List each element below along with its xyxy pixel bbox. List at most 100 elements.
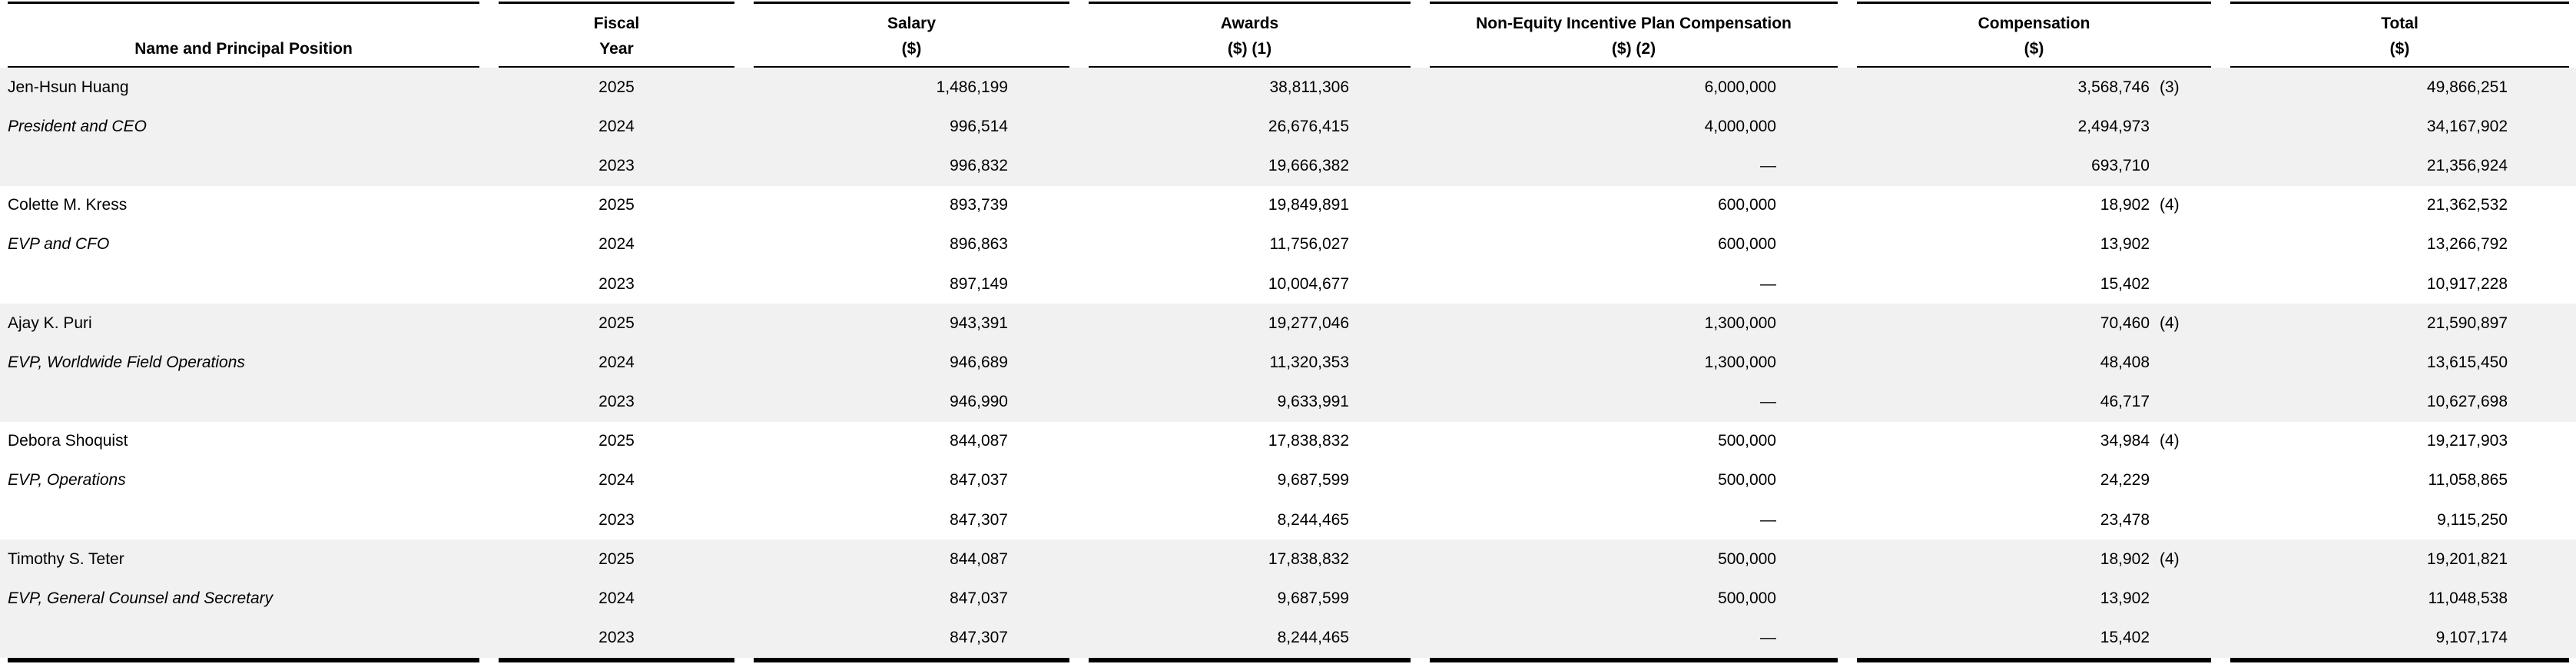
awards-cell: 19,277,046 xyxy=(1089,314,1411,333)
salary-value: 897,149 xyxy=(950,274,1008,293)
non-equity-value: — xyxy=(1760,629,1776,647)
fiscal-year-cell: 2024 xyxy=(598,471,635,490)
awards-cell: 11,756,027 xyxy=(1089,235,1411,254)
table-row: EVP, Operations 2024 847,037 9,687,599 5… xyxy=(0,461,2576,500)
header-cell-fiscal-year: Fiscal Year xyxy=(499,2,734,68)
salary-value: 844,087 xyxy=(950,432,1008,450)
non-equity-value: 6,000,000 xyxy=(1704,78,1776,96)
compensation-value: 23,478 xyxy=(2100,510,2150,529)
officer-name: Timothy S. Teter xyxy=(8,549,124,568)
non-equity-value: 500,000 xyxy=(1718,471,1776,490)
table-row: 2023 946,990 9,633,991 — 46,717 10,627,6… xyxy=(0,383,2576,422)
salary-cell: 896,863 xyxy=(754,235,1069,254)
total-value: 9,115,250 xyxy=(2437,510,2508,529)
awards-cell: 26,676,415 xyxy=(1089,118,1411,136)
salary-value: 847,307 xyxy=(950,629,1008,647)
awards-value: 9,687,599 xyxy=(1277,589,1349,608)
salary-cell: 897,149 xyxy=(754,275,1069,294)
total-cell: 13,266,792 xyxy=(2230,235,2569,254)
compensation-cell: 2,494,973 xyxy=(1857,118,2211,136)
header-line1: Compensation xyxy=(1978,15,2090,32)
compensation-cell: 13,902 xyxy=(1857,589,2211,608)
compensation-value: 70,460 xyxy=(2100,314,2150,332)
awards-cell: 17,838,832 xyxy=(1089,432,1411,450)
awards-value: 19,849,891 xyxy=(1268,196,1349,214)
header-line2: ($) xyxy=(2024,40,2044,58)
salary-value: 896,863 xyxy=(950,235,1008,254)
table-row: Ajay K. Puri 2025 943,391 19,277,046 1,3… xyxy=(0,304,2576,343)
total-value: 13,615,450 xyxy=(2426,353,2508,371)
fiscal-year-cell: 2023 xyxy=(598,274,635,293)
non-equity-value: 4,000,000 xyxy=(1704,117,1776,135)
compensation-value: 2,494,973 xyxy=(2077,117,2150,135)
awards-value: 9,687,599 xyxy=(1277,471,1349,490)
non-equity-cell: — xyxy=(1430,511,1838,530)
officer-position: EVP and CFO xyxy=(8,235,110,254)
awards-value: 17,838,832 xyxy=(1268,549,1349,568)
footnote-ref: (3) xyxy=(2160,78,2180,96)
awards-value: 8,244,465 xyxy=(1277,510,1349,529)
salary-cell: 946,990 xyxy=(754,393,1069,411)
total-value: 10,917,228 xyxy=(2426,274,2508,293)
officer-group: Colette M. Kress 2025 893,739 19,849,891… xyxy=(0,186,2576,304)
non-equity-cell: — xyxy=(1430,275,1838,294)
table-row: Colette M. Kress 2025 893,739 19,849,891… xyxy=(0,186,2576,225)
table-row: Debora Shoquist 2025 844,087 17,838,832 … xyxy=(0,422,2576,461)
header-line2: ($) xyxy=(2389,40,2410,58)
total-cell: 21,590,897 xyxy=(2230,314,2569,333)
non-equity-cell: 500,000 xyxy=(1430,550,1838,569)
fiscal-year-cell: 2025 xyxy=(598,78,635,96)
table-row: EVP, Worldwide Field Operations 2024 946… xyxy=(0,343,2576,382)
total-value: 19,217,903 xyxy=(2426,432,2508,450)
footnote-ref: (4) xyxy=(2160,196,2180,214)
salary-value: 996,832 xyxy=(950,156,1008,174)
non-equity-cell: 6,000,000 xyxy=(1430,78,1838,97)
compensation-cell: 48,408 xyxy=(1857,354,2211,372)
total-value: 49,866,251 xyxy=(2426,78,2508,96)
salary-cell: 996,832 xyxy=(754,157,1069,175)
non-equity-cell: 4,000,000 xyxy=(1430,118,1838,136)
fiscal-year-cell: 2023 xyxy=(598,629,635,647)
non-equity-value: — xyxy=(1760,510,1776,529)
compensation-cell: 70,460 (4) xyxy=(1857,314,2211,333)
non-equity-cell: — xyxy=(1430,393,1838,411)
header-cell-compensation: Compensation ($) xyxy=(1857,2,2211,68)
footnote-ref: (4) xyxy=(2160,549,2180,568)
fiscal-year-cell: 2025 xyxy=(598,549,635,568)
non-equity-cell: 500,000 xyxy=(1430,471,1838,490)
fiscal-year-cell: 2025 xyxy=(598,432,635,450)
non-equity-cell: 500,000 xyxy=(1430,589,1838,608)
salary-cell: 844,087 xyxy=(754,432,1069,450)
compensation-cell: 18,902 (4) xyxy=(1857,550,2211,569)
fiscal-year-cell: 2023 xyxy=(598,393,635,411)
total-cell: 21,362,532 xyxy=(2230,196,2569,214)
header-line2: ($) (1) xyxy=(1227,40,1272,58)
compensation-value: 15,402 xyxy=(2100,629,2150,647)
awards-value: 9,633,991 xyxy=(1277,393,1349,411)
header-line1: Salary xyxy=(887,15,937,32)
non-equity-cell: — xyxy=(1430,157,1838,175)
awards-cell: 11,320,353 xyxy=(1089,354,1411,372)
officer-group: Jen-Hsun Huang 2025 1,486,199 38,811,306… xyxy=(0,68,2576,186)
awards-cell: 8,244,465 xyxy=(1089,629,1411,647)
salary-cell: 844,087 xyxy=(754,550,1069,569)
bottom-border-segment xyxy=(1857,657,2211,662)
awards-value: 11,320,353 xyxy=(1269,353,1349,371)
total-cell: 10,627,698 xyxy=(2230,393,2569,411)
table-row: Jen-Hsun Huang 2025 1,486,199 38,811,306… xyxy=(0,68,2576,107)
officer-position: President and CEO xyxy=(8,117,147,135)
header-line2: Name and Principal Position xyxy=(134,40,353,58)
compensation-value: 13,902 xyxy=(2100,235,2150,254)
header-line2: Year xyxy=(599,40,634,58)
non-equity-cell: 600,000 xyxy=(1430,196,1838,214)
salary-value: 946,689 xyxy=(950,353,1008,371)
non-equity-cell: 1,300,000 xyxy=(1430,314,1838,333)
officer-group: Timothy S. Teter 2025 844,087 17,838,832… xyxy=(0,540,2576,658)
total-value: 11,048,538 xyxy=(2428,589,2508,608)
compensation-cell: 15,402 xyxy=(1857,629,2211,647)
awards-value: 17,838,832 xyxy=(1268,432,1349,450)
officer-name: Jen-Hsun Huang xyxy=(8,78,129,96)
salary-cell: 847,307 xyxy=(754,511,1069,530)
salary-value: 1,486,199 xyxy=(936,78,1008,96)
